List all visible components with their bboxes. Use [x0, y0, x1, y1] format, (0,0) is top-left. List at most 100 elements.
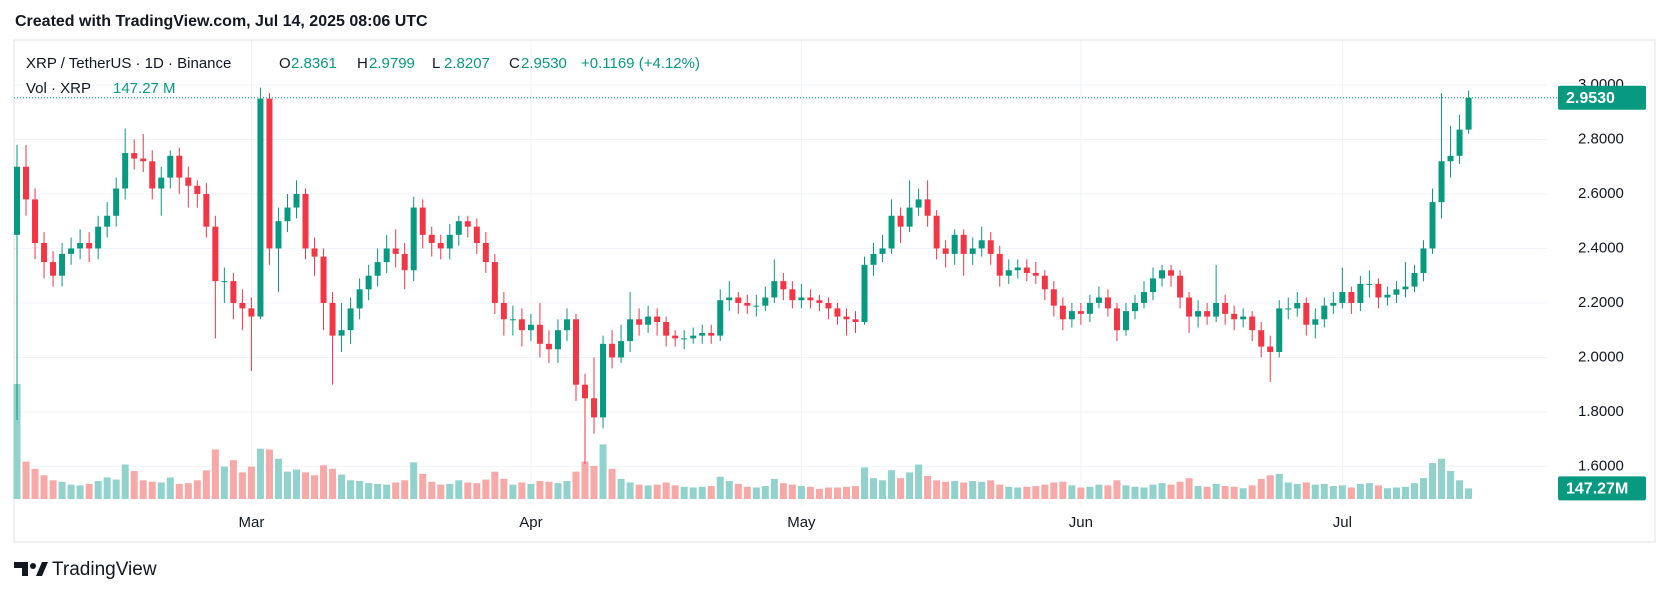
candle-body	[825, 302, 832, 309]
volume-bar	[581, 461, 589, 499]
volume-bar	[229, 460, 237, 499]
candle-body	[149, 161, 156, 189]
volume-bar	[347, 480, 355, 499]
volume-bar	[644, 485, 652, 499]
candle-body	[609, 343, 616, 358]
volume-bar	[283, 471, 291, 499]
candle-body	[1086, 302, 1093, 314]
volume-bar	[67, 484, 75, 499]
volume-bar	[617, 478, 625, 499]
volume-bar	[94, 481, 102, 499]
candle-body	[338, 330, 345, 336]
volume-bar	[202, 470, 210, 499]
candle-body	[329, 302, 336, 336]
volume-bar	[707, 486, 715, 499]
candle-body	[113, 188, 120, 216]
candle-body	[1420, 248, 1427, 273]
candle-body	[68, 248, 75, 254]
volume-bar	[1104, 485, 1112, 499]
candle-body	[789, 289, 796, 301]
candle-body	[843, 316, 850, 320]
candle-body	[1131, 302, 1138, 312]
candle-body	[77, 242, 84, 249]
watermark: Created with TradingView.com, Jul 14, 20…	[15, 13, 428, 30]
candle-body	[257, 98, 264, 317]
ohlc-key: C	[509, 55, 520, 72]
volume-bar	[446, 483, 454, 499]
candle-body	[717, 300, 724, 336]
ohlc-value: 2.9799	[369, 55, 415, 72]
candle-body	[491, 262, 498, 303]
volume-bar	[76, 485, 84, 499]
volume-bar	[31, 468, 39, 499]
candle-body	[1429, 202, 1436, 249]
y-tick-label: 2.4000	[1578, 239, 1624, 256]
volume-bar	[1284, 482, 1292, 499]
volume-bar	[256, 448, 264, 499]
volume-bar	[824, 487, 832, 499]
candle-body	[518, 319, 525, 331]
y-tick-label: 2.6000	[1578, 185, 1624, 202]
last-volume-box	[1558, 476, 1646, 501]
candle-body	[176, 155, 183, 178]
volume-bar	[22, 461, 30, 499]
candle-body	[239, 302, 246, 309]
volume-bar	[500, 478, 508, 499]
volume-bar	[1095, 484, 1103, 499]
candle-body	[1348, 292, 1355, 303]
candle-body	[897, 215, 904, 227]
volume-bar	[1320, 483, 1328, 499]
volume-bar	[635, 484, 643, 499]
volume-bar	[1465, 488, 1473, 499]
volume-bar	[1410, 483, 1418, 499]
volume-bar	[1050, 482, 1058, 499]
volume-bar	[1185, 478, 1193, 499]
volume-bar	[1302, 482, 1310, 499]
volume-bar	[1374, 485, 1382, 499]
candle-body	[392, 248, 399, 254]
volume-bar	[734, 483, 742, 499]
candle-body	[1068, 311, 1075, 320]
candle-body	[230, 281, 237, 303]
volume-bar	[1041, 484, 1049, 499]
volume-bar	[1365, 483, 1373, 499]
volume-bar	[563, 481, 571, 499]
candle-body	[1186, 297, 1193, 317]
candle-body	[410, 207, 417, 271]
candle-body	[158, 177, 165, 189]
candle-body	[1195, 311, 1202, 317]
y-tick-label: 1.6000	[1578, 457, 1624, 474]
volume-bar	[320, 465, 328, 499]
brand: TradingView	[52, 559, 157, 580]
candle-body	[1150, 278, 1157, 293]
volume-bar	[329, 468, 337, 499]
volume-bar	[1239, 488, 1247, 499]
ohlc-key: O	[279, 55, 291, 72]
candle-body	[86, 242, 93, 249]
volume-bar	[1257, 478, 1265, 499]
candle-body	[536, 324, 543, 344]
volume-bar	[779, 483, 787, 499]
candle-body	[699, 332, 706, 336]
candle-body	[248, 308, 255, 317]
chart-frame	[13, 39, 1656, 543]
volume-bar	[401, 480, 409, 499]
candle-body	[185, 177, 192, 186]
candle-body	[1077, 311, 1084, 314]
volume-bar	[1221, 486, 1229, 499]
volume-bar	[743, 486, 751, 499]
volume-bar	[121, 464, 129, 499]
candle-body	[1095, 297, 1102, 303]
volume-bar	[338, 474, 346, 499]
volume-bar	[49, 480, 57, 499]
volume-bar	[1068, 485, 1076, 499]
volume-bar	[274, 458, 282, 499]
volume-bar	[879, 480, 887, 499]
volume-bar	[608, 468, 616, 499]
ohlc-value: 2.8361	[291, 55, 337, 72]
volume-bar	[1005, 486, 1013, 499]
volume-bar	[1131, 486, 1139, 499]
volume-bar	[1356, 483, 1364, 499]
candle-body	[1375, 283, 1382, 298]
